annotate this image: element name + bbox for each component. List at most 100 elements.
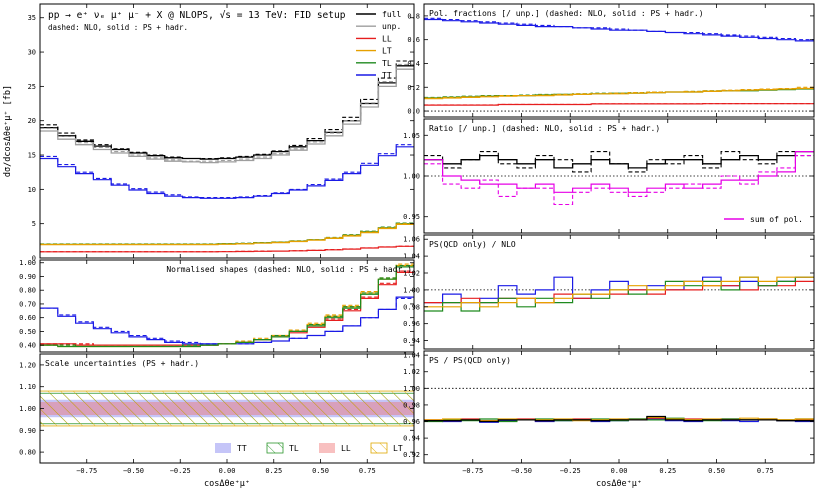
y-tick-label: 0.90 — [19, 427, 36, 435]
plot-area — [424, 150, 814, 206]
series-LL-solid — [424, 280, 814, 304]
y-tick-label: 0.70 — [19, 300, 36, 308]
series-TT-dashed — [424, 17, 814, 41]
y-tick-label: 1.00 — [19, 259, 36, 267]
series-LT-solid — [424, 276, 814, 308]
y-tick-label: 0.94 — [403, 435, 420, 443]
series-LL-solid — [40, 245, 414, 253]
y-tick-label: 0.60 — [19, 314, 36, 322]
x-tick-label: −0.75 — [462, 467, 483, 475]
y-tick-label: 0.94 — [403, 337, 420, 345]
series-TL-dashed — [40, 222, 414, 245]
panel-title: Pol. fractions [/ unp.] (dashed: NLO, so… — [429, 9, 704, 18]
series-full-solid — [40, 65, 414, 160]
panel-title: Normalised shapes (dashed: NLO, solid : … — [166, 265, 412, 274]
legend-label: full — [382, 10, 401, 19]
y-tick-label: 1.10 — [19, 383, 36, 391]
legend-swatch-LL — [319, 443, 335, 453]
series-LL-solid — [424, 103, 814, 106]
y-tick-label: 1.20 — [19, 361, 36, 369]
x-tick-label: 0.00 — [219, 467, 236, 475]
y-tick-label: 0.96 — [403, 418, 420, 426]
y-tick-label: 1.00 — [403, 385, 420, 393]
series-sum of pol.-dashed — [424, 155, 814, 206]
x-tick-label: 0.75 — [359, 467, 376, 475]
panel-subtitle: dashed: NLO, solid : PS + hadr. — [48, 23, 188, 32]
x-tick-label: −0.50 — [123, 467, 144, 475]
series-TT-dashed — [40, 144, 414, 199]
panel-frame — [423, 234, 815, 350]
legend-label: TL — [382, 59, 392, 68]
x-tick-label: −0.50 — [511, 467, 532, 475]
panel-title: pp → e⁺ νₑ μ⁺ μ⁻ + X @ NLOPS, √s = 13 Te… — [48, 10, 346, 21]
panel-2: 0.40 0.50 0.60 0.70 0.80 0.90 1.00 Normalised s… — [19, 259, 415, 353]
y-tick-label: 0.8 — [407, 12, 420, 20]
legend-swatch-TL — [266, 442, 284, 454]
legend-swatch-TT — [215, 443, 231, 453]
y-tick-label: 0.2 — [407, 84, 420, 92]
legend-label: LL — [382, 34, 392, 43]
panel-3: 0.80 0.90 1.00 1.10 1.20 −0.75 −0.50 −0.25 0.00 0… — [19, 353, 415, 489]
y-axis-label: dσ/dcosΔθe⁺μ⁺ [fb] — [3, 85, 13, 177]
panel-frame — [39, 3, 415, 259]
x-tick-label: 0.00 — [611, 467, 628, 475]
x-tick-label: 0.50 — [312, 467, 329, 475]
series-TL-solid — [40, 266, 414, 348]
y-tick-label: 1.04 — [403, 352, 420, 360]
x-tick-label: 0.50 — [708, 467, 725, 475]
x-tick-label: −0.25 — [560, 467, 581, 475]
series-LT-solid — [424, 416, 814, 422]
plot-area — [40, 263, 414, 348]
y-tick-label: 1.00 — [19, 405, 36, 413]
plot-area — [424, 276, 814, 312]
plot-area — [40, 390, 414, 427]
series-sum of pol.-solid — [424, 151, 814, 193]
x-axis-label: cosΔθe⁺μ⁺ — [596, 479, 642, 489]
y-tick-label: 0.90 — [19, 273, 36, 281]
series-LT-solid — [424, 87, 814, 100]
band-LT — [40, 390, 414, 427]
series-LT-dashed — [40, 223, 414, 245]
y-tick-label: 1.00 — [403, 173, 420, 181]
y-tick-label: 0.98 — [403, 401, 420, 409]
legend-label: unp. — [382, 22, 401, 31]
y-tick-label: 0.80 — [19, 449, 36, 457]
plot-area — [40, 60, 414, 253]
y-tick-label: 10 — [28, 186, 36, 194]
y-tick-label: 1.06 — [403, 236, 420, 244]
y-tick-label: 35 — [28, 14, 36, 22]
legend-label: sum of pol. — [750, 215, 803, 224]
y-tick-label: 25 — [28, 83, 36, 91]
panel-1: 0 5 10 15 20 25 30 35 dσ/dcosΔθe⁺μ⁺ [fb] pp → e⁺ … — [3, 3, 415, 263]
legend-label: TT — [382, 71, 392, 80]
panel-title: PS(QCD only) / NLO — [429, 240, 516, 249]
plot-area — [424, 415, 814, 423]
legend-label: LT — [382, 47, 392, 56]
panel-title: Scale uncertainties (PS + hadr.) — [45, 359, 199, 368]
panel-6: 0.94 0.96 0.98 1.00 1.02 1.04 1.06 PS(QCD only)… — [403, 234, 815, 350]
y-tick-label: 1.00 — [403, 286, 420, 294]
series-full-solid — [424, 415, 814, 423]
y-tick-label: 0 — [32, 255, 36, 263]
x-tick-label: 0.25 — [659, 467, 676, 475]
y-tick-label: 0.4 — [407, 60, 420, 68]
plot-layer: 0 5 10 15 20 25 30 35 dσ/dcosΔθe⁺μ⁺ [fb] pp → e⁺ … — [3, 3, 815, 489]
y-tick-label: 0.80 — [19, 287, 36, 295]
panel-title: PS / PS(QCD only) — [429, 356, 511, 365]
y-tick-label: 0.0 — [407, 108, 420, 116]
y-tick-label: 0.50 — [19, 328, 36, 336]
x-tick-label: −0.25 — [170, 467, 191, 475]
legend-label: LL — [341, 444, 351, 453]
legend-label: LT — [393, 444, 403, 453]
y-tick-label: 0.6 — [407, 36, 420, 44]
panel-7: 0.92 0.94 0.96 0.98 1.00 1.02 1.04 −0.75 −0.50 −0… — [403, 350, 815, 489]
y-tick-label: 20 — [28, 117, 36, 125]
y-tick-label: 1.05 — [403, 132, 420, 140]
y-tick-label: 1.02 — [403, 368, 420, 376]
series-LT-solid — [40, 264, 414, 348]
y-tick-label: 0.95 — [403, 213, 420, 221]
y-tick-label: 30 — [28, 49, 36, 57]
series-full-solid — [424, 150, 814, 169]
series-full-dashed — [424, 151, 814, 173]
series-LL-solid — [40, 271, 414, 346]
